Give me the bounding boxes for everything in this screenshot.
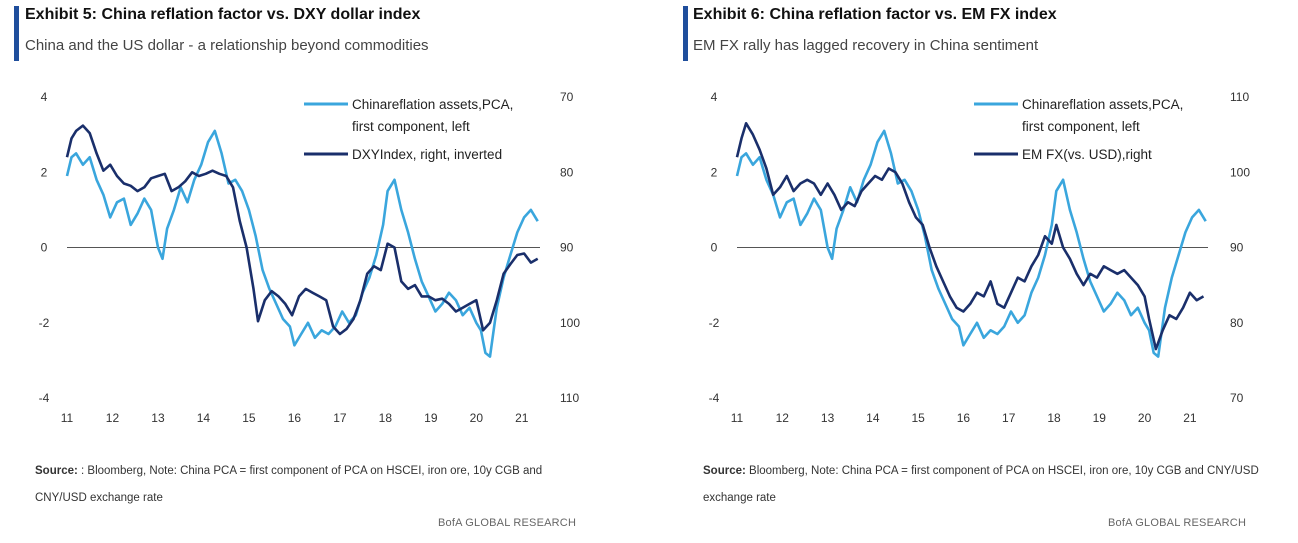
accent-bar [14,6,19,61]
accent-bar [683,6,688,61]
legend-label-secondary: DXYIndex, right, inverted [352,147,502,162]
x-tick-label: 19 [1093,411,1107,425]
x-tick-label: 16 [957,411,971,425]
x-tick-label: 13 [151,411,165,425]
x-tick-label: 15 [242,411,256,425]
x-tick-label: 16 [288,411,302,425]
y-right-tick-label: 110 [1230,90,1249,104]
x-tick-label: 14 [866,411,880,425]
y-left-tick-label: -4 [39,391,50,405]
x-tick-label: 20 [470,411,484,425]
x-tick-label: 12 [776,411,790,425]
y-right-tick-label: 100 [1230,165,1250,179]
y-right-tick-label: 100 [560,316,580,330]
source-note: Source: : Bloomberg, Note: China PCA = f… [35,458,595,512]
legend-label-pca-line2: first component, left [1022,119,1140,134]
series-line-secondary [65,124,539,336]
x-tick-label: 18 [379,411,393,425]
source-label: Source: [35,465,78,477]
y-right-tick-label: 70 [560,90,574,104]
x-tick-label: 15 [911,411,925,425]
source-label: Source: [703,465,746,477]
y-left-tick-label: 2 [711,165,718,179]
y-right-tick-label: 90 [1230,241,1244,255]
chart-title: Exhibit 6: China reflation factor vs. EM… [693,6,1057,23]
y-left-tick-label: 4 [711,90,718,104]
legend: Chinareflation assets,PCA, first componen… [304,97,513,162]
y-left-tick-label: 2 [41,165,48,179]
y-left-tick-label: 0 [711,241,718,255]
x-tick-label: 13 [821,411,835,425]
x-tick-label: 17 [333,411,347,425]
chart-subtitle: EM FX rally has lagged recovery in China… [693,37,1039,54]
legend: Chinareflation assets,PCA, first componen… [974,97,1183,162]
y-right-tick-label: 70 [1230,391,1244,405]
brand-label: BofA GLOBAL RESEARCH [438,517,577,529]
legend-label-pca: Chinareflation assets,PCA, [1022,97,1183,112]
x-tick-label: 19 [424,411,438,425]
y-right-tick-label: 110 [560,391,579,405]
y-left-tick-label: 0 [41,241,48,255]
chart-subtitle: China and the US dollar - a relationship… [25,37,429,54]
exhibit-5-panel: Exhibit 5: China reflation factor vs. DX… [0,0,640,543]
y-right-tick-label: 80 [1230,316,1244,330]
y-left-tick-label: -4 [709,391,720,405]
x-tick-label: 14 [197,411,211,425]
source-note: Source: Bloomberg, Note: China PCA = fir… [703,458,1263,512]
exhibit-6-panel: Exhibit 6: China reflation factor vs. EM… [672,0,1298,543]
legend-label-pca: Chinareflation assets,PCA, [352,97,513,112]
brand-label: BofA GLOBAL RESEARCH [1108,517,1247,529]
x-tick-label: 21 [515,411,529,425]
x-tick-label: 20 [1138,411,1152,425]
y-left-tick-label: -2 [709,316,720,330]
y-right-tick-label: 80 [560,165,574,179]
y-left-tick-label: -2 [39,316,50,330]
x-tick-label: 17 [1002,411,1016,425]
x-tick-label: 11 [61,411,74,425]
y-left-tick-label: 4 [41,90,48,104]
x-tick-label: 21 [1183,411,1197,425]
legend-label-secondary: EM FX(vs. USD),right [1022,147,1152,162]
series-line-secondary [735,121,1205,351]
source-text: : Bloomberg, Note: China PCA = first com… [35,465,543,504]
series-line-pca [735,129,1207,358]
x-tick-label: 11 [731,411,744,425]
legend-label-pca-line2: first component, left [352,119,470,134]
series-line-pca [65,129,539,358]
x-tick-label: 18 [1047,411,1061,425]
source-text: Bloomberg, Note: China PCA = first compo… [703,465,1259,504]
x-tick-label: 12 [106,411,120,425]
chart-title: Exhibit 5: China reflation factor vs. DX… [25,6,421,23]
y-right-tick-label: 90 [560,241,574,255]
